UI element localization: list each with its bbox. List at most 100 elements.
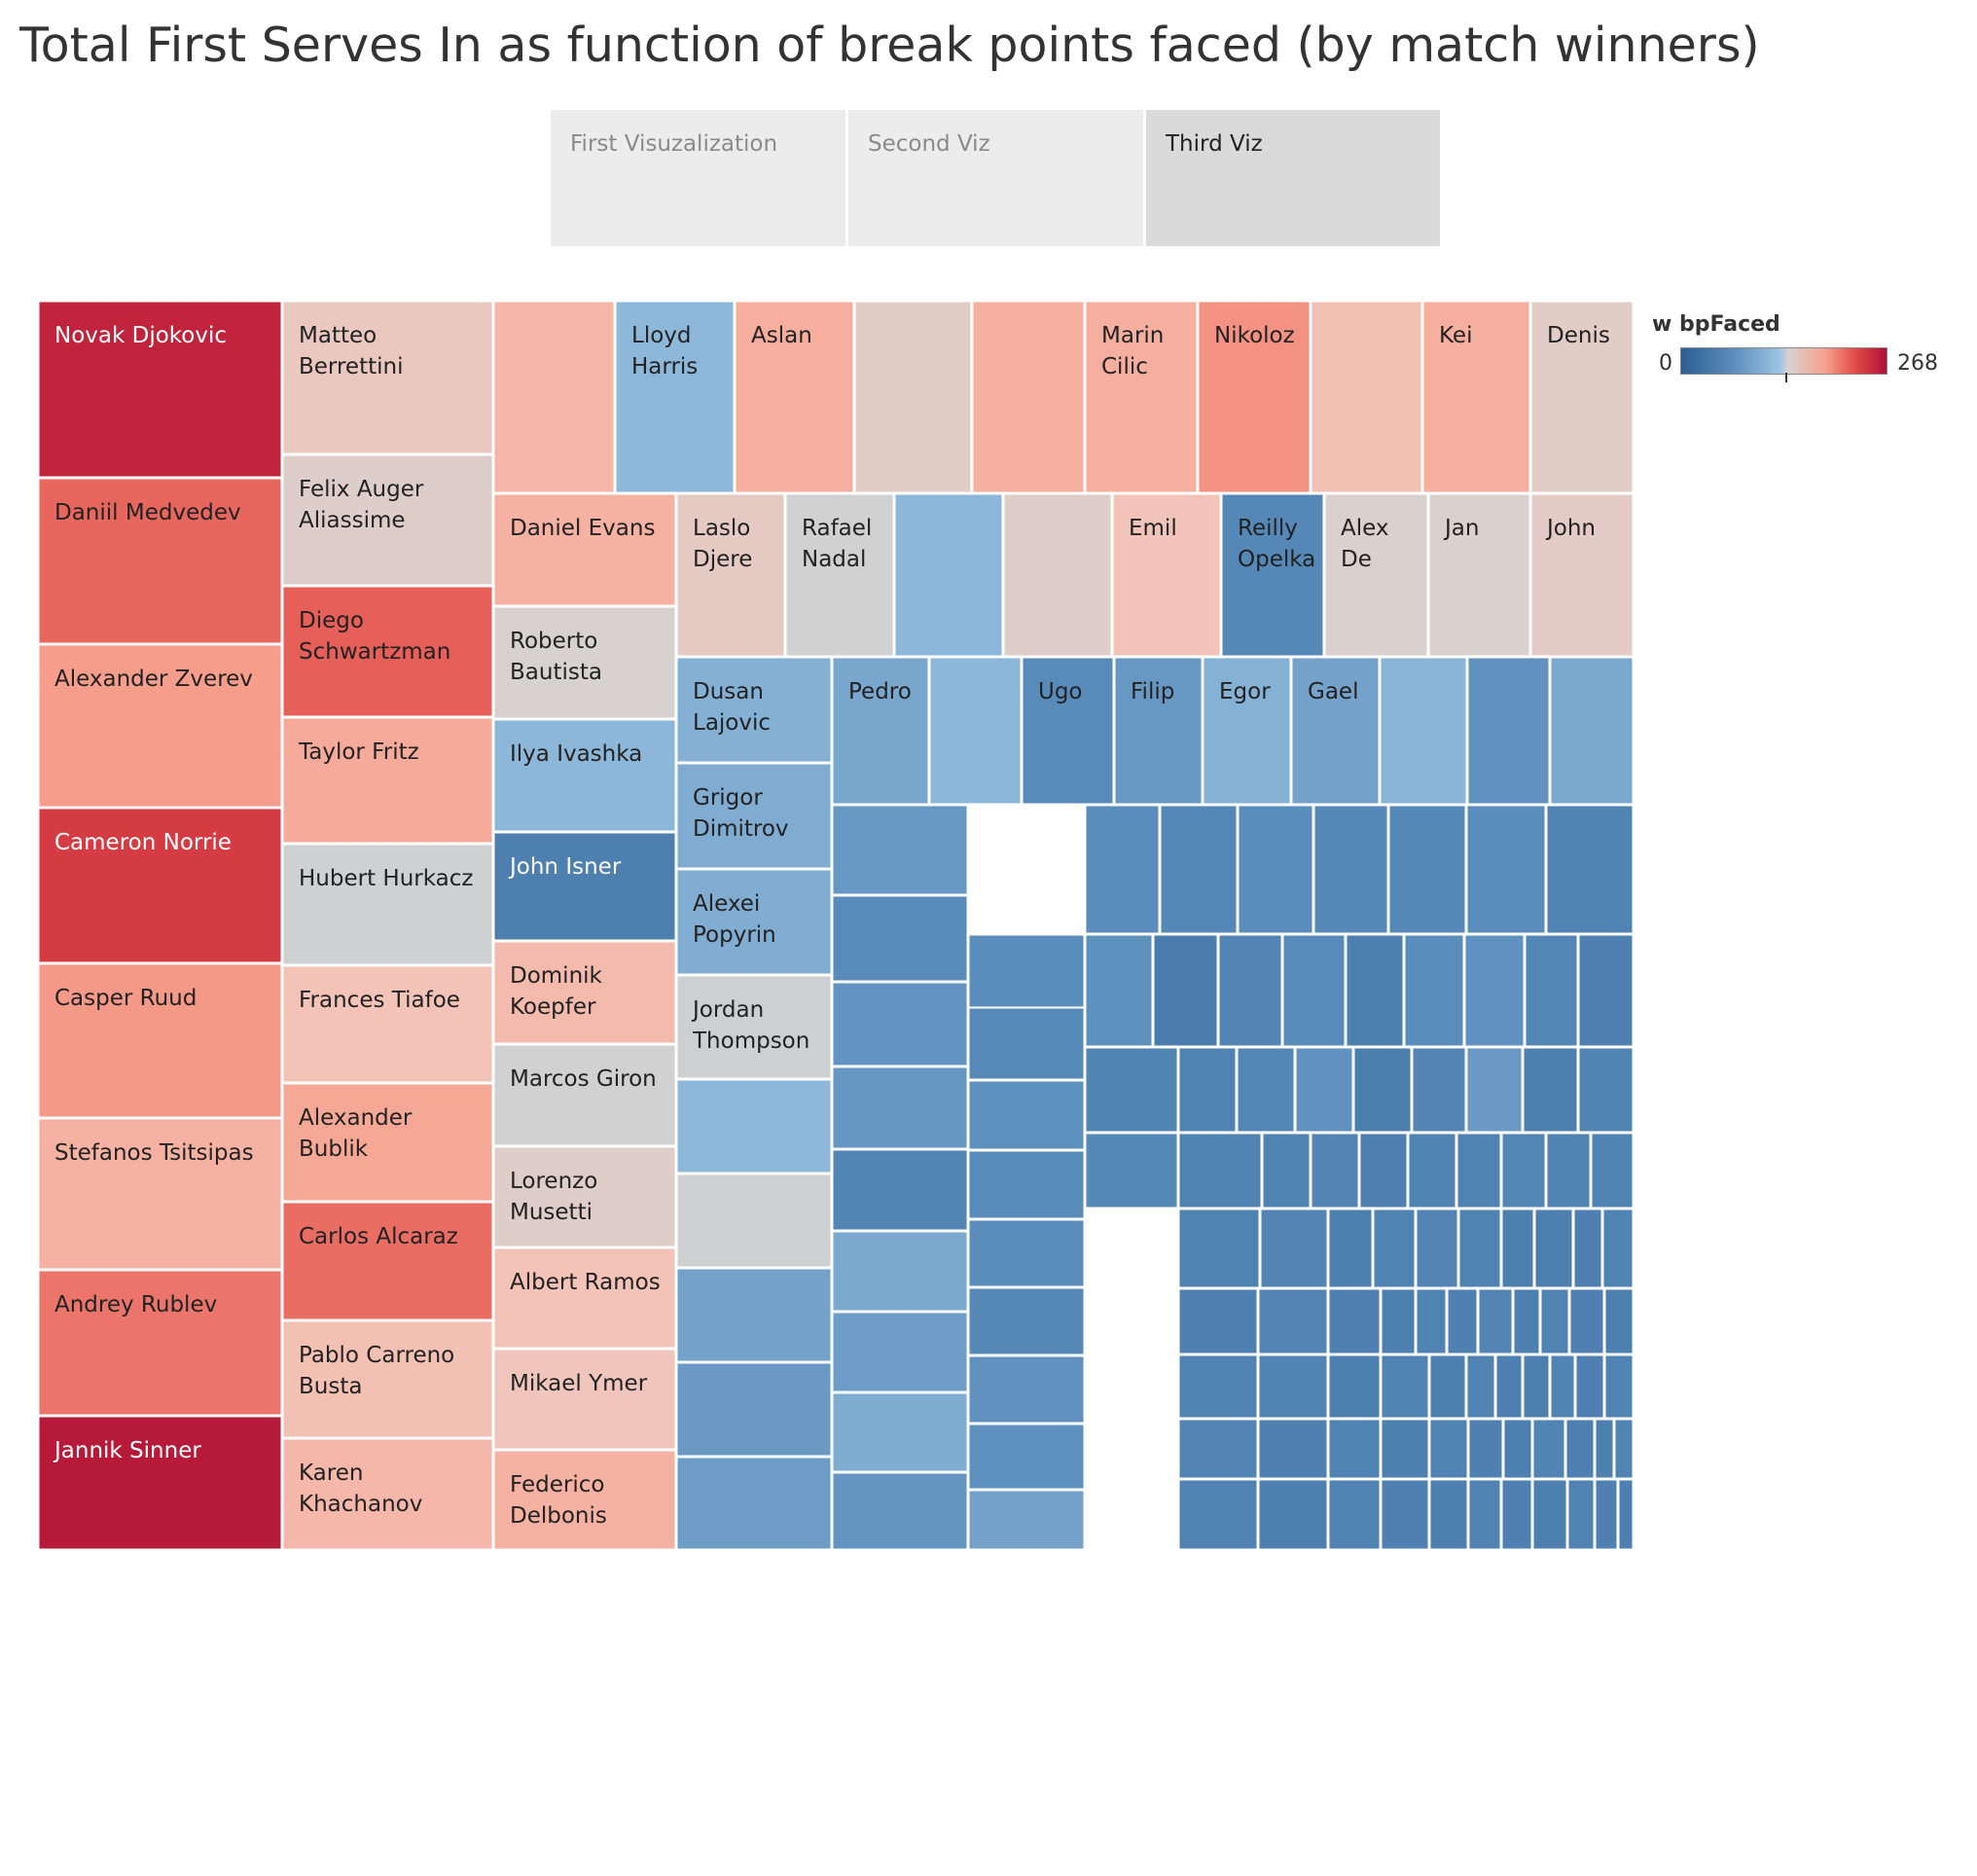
treemap-cell-98[interactable] xyxy=(1575,1354,1604,1419)
treemap-cell-29[interactable] xyxy=(968,1287,1085,1355)
treemap-cell-22[interactable] xyxy=(832,1392,968,1472)
treemap-cell-28[interactable] xyxy=(968,1219,1085,1287)
treemap-cell-37[interactable] xyxy=(1388,805,1466,934)
treemap-cell-54[interactable] xyxy=(1412,1047,1466,1133)
treemap-cell-egor[interactable] xyxy=(1203,657,1291,805)
treemap-cell-jan[interactable] xyxy=(1428,493,1530,657)
treemap-cell-87[interactable] xyxy=(1569,1288,1604,1354)
treemap-cell-daniel-evans[interactable] xyxy=(493,493,676,606)
treemap-cell-121[interactable] xyxy=(1618,1479,1634,1550)
treemap-cell-78[interactable] xyxy=(1178,1288,1258,1354)
treemap-cell-9[interactable] xyxy=(676,1362,832,1457)
treemap-cell-7[interactable] xyxy=(676,1173,832,1268)
treemap-cell-94[interactable] xyxy=(1466,1354,1495,1419)
treemap-cell-57[interactable] xyxy=(1578,1047,1634,1133)
treemap-cell-13[interactable] xyxy=(1467,657,1550,805)
treemap-cell-nikoloz[interactable] xyxy=(1198,301,1311,493)
treemap-cell-0[interactable] xyxy=(493,301,615,493)
treemap-cell-79[interactable] xyxy=(1258,1288,1328,1354)
treemap-cell-30[interactable] xyxy=(968,1355,1085,1424)
tab-third-viz[interactable]: Third Viz xyxy=(1146,110,1440,246)
treemap-cell-53[interactable] xyxy=(1353,1047,1412,1133)
treemap-cell-68[interactable] xyxy=(1178,1209,1260,1288)
treemap-cell-101[interactable] xyxy=(1258,1419,1328,1479)
treemap-cell-95[interactable] xyxy=(1495,1354,1523,1419)
treemap-cell-aslan[interactable] xyxy=(735,301,854,493)
treemap-cell-15[interactable] xyxy=(832,805,968,895)
treemap-cell-114[interactable] xyxy=(1381,1479,1429,1550)
treemap-cell-41[interactable] xyxy=(1153,934,1218,1047)
treemap-cell-pablo-carreno-busta[interactable] xyxy=(282,1320,493,1438)
treemap-cell-85[interactable] xyxy=(1513,1288,1540,1354)
treemap-cell-56[interactable] xyxy=(1523,1047,1578,1133)
treemap-cell-82[interactable] xyxy=(1416,1288,1447,1354)
treemap-cell-felix-auger-aliassime[interactable] xyxy=(282,454,493,586)
treemap-cell-76[interactable] xyxy=(1573,1209,1602,1288)
treemap-cell-90[interactable] xyxy=(1258,1354,1328,1419)
treemap-cell-karen-khachanov[interactable] xyxy=(282,1438,493,1550)
treemap-cell-44[interactable] xyxy=(1346,934,1404,1047)
treemap-cell-38[interactable] xyxy=(1466,805,1546,934)
treemap-cell-40[interactable] xyxy=(1085,934,1153,1047)
treemap-cell-45[interactable] xyxy=(1404,934,1464,1047)
treemap-cell-67[interactable] xyxy=(1591,1133,1634,1209)
treemap-cell-35[interactable] xyxy=(1238,805,1313,934)
treemap-cell-alex-de[interactable] xyxy=(1324,493,1428,657)
treemap-cell-john-isner[interactable] xyxy=(493,832,676,941)
treemap-cell-46[interactable] xyxy=(1464,934,1525,1047)
treemap-cell-77[interactable] xyxy=(1602,1209,1634,1288)
treemap-cell-74[interactable] xyxy=(1501,1209,1534,1288)
treemap-cell-113[interactable] xyxy=(1328,1479,1381,1550)
treemap-cell-kei[interactable] xyxy=(1422,301,1530,493)
treemap-cell-81[interactable] xyxy=(1381,1288,1416,1354)
treemap-cell-86[interactable] xyxy=(1540,1288,1569,1354)
treemap-cell-31[interactable] xyxy=(968,1424,1085,1490)
treemap-cell-59[interactable] xyxy=(1178,1133,1262,1209)
tab-second-viz[interactable]: Second Viz xyxy=(848,110,1143,246)
treemap-cell-72[interactable] xyxy=(1416,1209,1458,1288)
treemap-cell-48[interactable] xyxy=(1578,934,1634,1047)
treemap-cell-andrey-rublev[interactable] xyxy=(38,1270,282,1416)
treemap-cell-107[interactable] xyxy=(1532,1419,1565,1479)
treemap-cell-115[interactable] xyxy=(1429,1479,1468,1550)
treemap-cell-58[interactable] xyxy=(1085,1133,1178,1209)
treemap-cell-62[interactable] xyxy=(1359,1133,1408,1209)
treemap-cell-laslo-djere[interactable] xyxy=(676,493,785,657)
treemap-cell-110[interactable] xyxy=(1614,1419,1634,1479)
treemap-cell-21[interactable] xyxy=(832,1312,968,1392)
treemap-cell-reilly-opelka[interactable] xyxy=(1221,493,1324,657)
treemap-cell-20[interactable] xyxy=(832,1231,968,1312)
treemap-cell-gael[interactable] xyxy=(1291,657,1380,805)
treemap-cell-51[interactable] xyxy=(1237,1047,1295,1133)
treemap-cell-3[interactable] xyxy=(1311,301,1422,493)
treemap-cell-denis[interactable] xyxy=(1530,301,1634,493)
treemap-cell-jannik-sinner[interactable] xyxy=(38,1416,282,1550)
treemap-cell-alexander-zverev[interactable] xyxy=(38,644,282,808)
treemap-cell-alexei-popyrin[interactable] xyxy=(676,869,832,975)
treemap-cell-106[interactable] xyxy=(1503,1419,1532,1479)
treemap-cell-dusan-lajovic[interactable] xyxy=(676,657,832,763)
treemap-cell-89[interactable] xyxy=(1178,1354,1258,1419)
treemap-cell-96[interactable] xyxy=(1523,1354,1550,1419)
treemap-cell-alexander-bublik[interactable] xyxy=(282,1083,493,1202)
treemap-cell-4[interactable] xyxy=(894,493,1003,657)
treemap-cell-11[interactable] xyxy=(929,657,1022,805)
treemap-cell-52[interactable] xyxy=(1295,1047,1353,1133)
treemap-cell-john[interactable] xyxy=(1530,493,1634,657)
treemap-cell-taylor-fritz[interactable] xyxy=(282,717,493,844)
treemap-cell-93[interactable] xyxy=(1429,1354,1466,1419)
tab-first-visualization[interactable]: First Visuzalization xyxy=(551,110,845,246)
treemap-cell-23[interactable] xyxy=(832,1472,968,1550)
treemap-cell-50[interactable] xyxy=(1178,1047,1237,1133)
treemap-cell-daniil-medvedev[interactable] xyxy=(38,478,282,644)
treemap-cell-mikael-ymer[interactable] xyxy=(493,1349,676,1450)
treemap-cell-17[interactable] xyxy=(832,982,968,1066)
treemap-cell-hubert-hurkacz[interactable] xyxy=(282,844,493,965)
treemap-cell-60[interactable] xyxy=(1262,1133,1311,1209)
treemap-cell-39[interactable] xyxy=(1546,805,1634,934)
treemap-cell-117[interactable] xyxy=(1501,1479,1532,1550)
treemap-cell-118[interactable] xyxy=(1532,1479,1567,1550)
treemap-cell-24[interactable] xyxy=(968,934,1085,1008)
treemap-cell-66[interactable] xyxy=(1546,1133,1591,1209)
treemap-cell-71[interactable] xyxy=(1373,1209,1416,1288)
